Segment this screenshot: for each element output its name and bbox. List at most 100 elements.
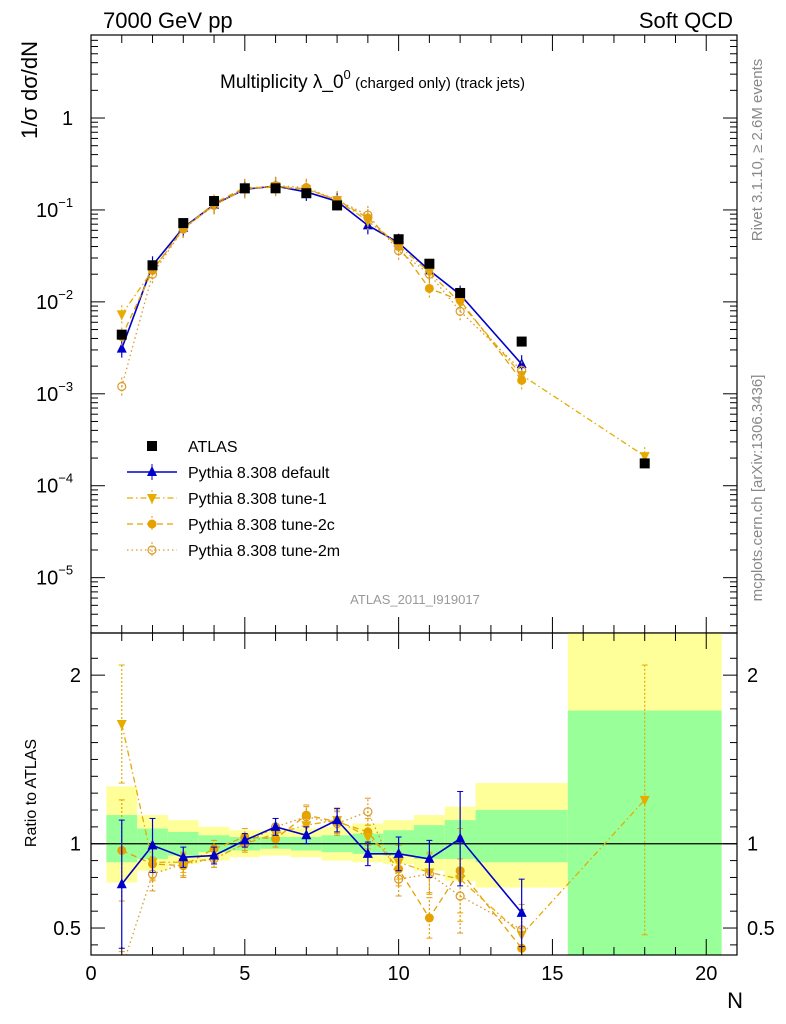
ratio-y-tick-label-left: 2 [70,665,81,687]
main-y-tick-exp: −5 [58,563,73,578]
main-y-tick-base: 10 [36,568,58,590]
ratio-data-point [424,852,435,863]
main-data-point [116,329,127,340]
legend-marker [147,466,157,476]
main-y-tick-base: 10 [36,384,58,406]
ratio-data-point [362,847,373,858]
main-title-suffix: (charged only) (track jets) [351,75,525,92]
main-panel: Multiplicity λ_00 (charged only) (track … [36,34,738,634]
main-data-point [301,188,312,199]
ratio-data-point [424,913,434,923]
legend: ATLAS Pythia 8.308 default Pythia 8.308 tu… [127,439,340,560]
ratio-data-point [239,834,250,845]
main-data-point [116,310,127,321]
main-data-point [424,283,434,293]
main-data-point [209,196,220,207]
legend-label: Pythia 8.308 tune-1 [188,491,327,508]
main-data-point [239,183,250,194]
main-y-tick-base: 10 [36,476,58,498]
main-ylabel: 1/σ dσ/dN [17,41,42,139]
main-data-point [393,234,404,245]
main-data-point [639,458,650,469]
main-y-tick-base: 10 [36,292,58,314]
main-data-point [517,365,527,375]
ratio-data-point [116,878,127,889]
main-data-point [455,287,466,298]
main-data-point [455,295,465,305]
main-y-tick-base: 1 [62,108,73,130]
ratio-data-point [362,832,373,843]
ratio-data-point [301,829,312,840]
ratio-y-tick-label-left: 1 [70,834,81,856]
ratio-ylabel: Ratio to ATLAS [23,739,40,847]
main-data-point [455,306,465,316]
x-tick-label: 15 [541,963,563,985]
analysis-label: ATLAS_2011_I919017 [350,592,480,607]
ratio-y-tick-label-right: 2 [747,665,758,687]
main-y-tick-exp: −4 [58,471,73,486]
ratio-y-tick-label-right: 0.5 [747,918,775,940]
ratio-data-point [116,720,127,731]
main-title-sup: 0 [344,67,351,82]
main-data-point [147,260,158,271]
ratio-data-point [363,807,373,817]
ratio-data-point [178,851,189,862]
ratio-band-inner [475,810,568,863]
x-axis-label: N [727,988,743,1013]
legend-marker [147,545,157,555]
main-data-point [116,342,127,353]
legend-marker [147,519,157,529]
ratio-data-point [301,821,312,832]
main-data-point [517,375,527,385]
legend-label: Pythia 8.308 tune-2m [188,543,340,560]
legend-marker [147,494,157,504]
ratio-data-point [118,964,126,972]
main-data-point [332,200,343,211]
ratio-data-point [332,814,343,825]
main-y-tick-exp: −2 [58,287,73,302]
main-data-point [117,381,127,392]
main-y-tick-label: 10−1 [36,195,73,222]
ratio-data-point [147,839,158,850]
main-data-point [639,452,650,463]
x-tick-label: 0 [85,963,96,985]
ratio-frame [90,632,738,956]
main-y-tick-label: 1 [62,108,73,130]
main-data-point [270,183,281,194]
main-data-point [424,258,435,269]
x-tick-label: 5 [239,963,250,985]
x-tick-label: 10 [387,963,409,985]
main-title-text: Multiplicity λ_0 [220,72,344,93]
ratio-panel: 0.5 0.51 12 20 5 10 15 20N [53,632,775,1013]
ratio-data-point [209,849,220,860]
main-series-group [116,176,650,469]
ratio-line-pythia-8-308-tune-1 [121,723,646,936]
main-data-point [516,336,527,347]
x-tick-label: 20 [695,963,717,985]
legend-label: Pythia 8.308 default [188,465,330,482]
main-data-point [363,213,373,223]
legend-label: Pythia 8.308 tune-2c [188,517,335,534]
ratio-data-point [639,795,650,806]
ratio-data-point [516,906,527,917]
legend-label: ATLAS [188,439,238,456]
main-data-point [394,246,404,256]
side-label-rivet: Rivet 3.1.10, ≥ 2.6M events [749,59,766,242]
main-y-tick-label: 10−5 [36,563,73,590]
main-y-tick-exp: −3 [58,379,73,394]
main-y-tick-base: 10 [36,200,58,222]
main-title: Multiplicity λ_00 (charged only) (track … [220,67,525,93]
main-plot-area [91,35,737,633]
main-data-point [424,269,434,279]
main-y-tick-label: 10−3 [36,379,73,406]
ratio-band-group [106,633,722,955]
ratio-data-point [455,832,466,843]
main-y-tick-label: 10−4 [36,471,73,498]
ratio-series-group [116,664,650,972]
main-data-point [178,218,189,229]
side-label-mcplots: mcplots.cern.ch [arXiv:1306.3436] [749,375,766,602]
ratio-y-tick-label-left: 0.5 [53,918,81,940]
main-data-point [363,210,373,220]
main-y-tick-label: 10−2 [36,287,73,314]
ratio-y-tick-label-right: 1 [747,834,758,856]
